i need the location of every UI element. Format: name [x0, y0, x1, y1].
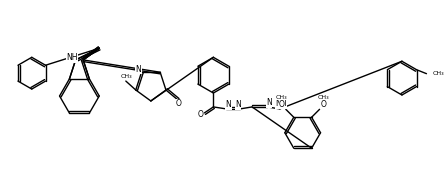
Text: O: O [198, 110, 203, 119]
Text: N: N [235, 100, 241, 109]
Text: O: O [176, 99, 182, 108]
Text: CH₃: CH₃ [318, 95, 329, 100]
Text: CH₃: CH₃ [433, 71, 444, 76]
Text: N: N [136, 65, 142, 74]
Text: O: O [320, 100, 327, 109]
Text: N: N [225, 100, 231, 109]
Text: NH: NH [275, 99, 287, 108]
Text: CH₃: CH₃ [121, 74, 133, 79]
Text: CH₃: CH₃ [276, 95, 287, 100]
Text: NH: NH [66, 53, 77, 63]
Text: O: O [279, 100, 285, 109]
Text: N: N [266, 98, 272, 108]
